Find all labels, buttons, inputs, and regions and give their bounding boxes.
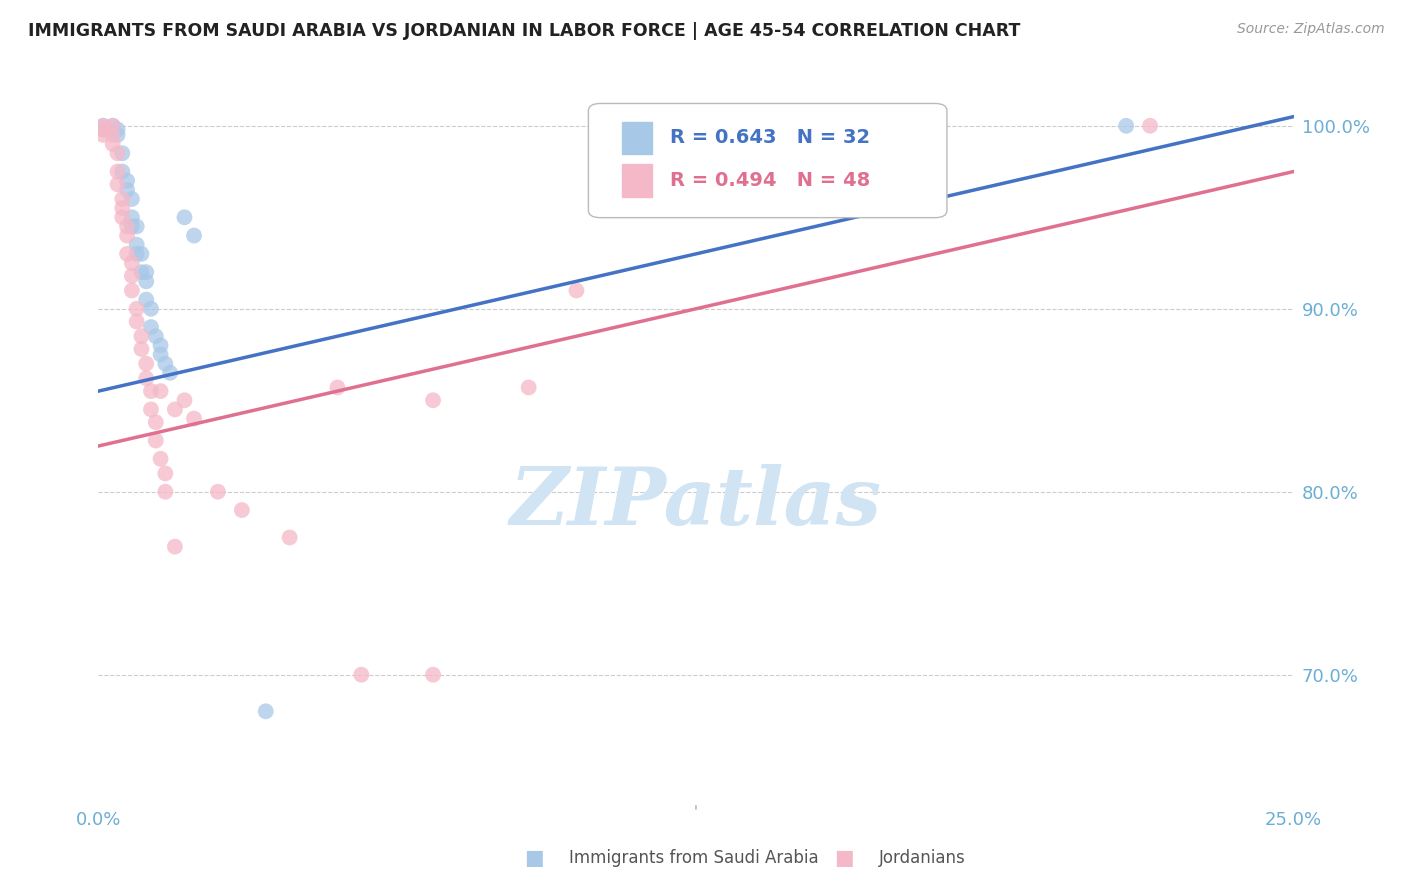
Point <box>1139 119 1161 133</box>
Text: R = 0.643   N = 32: R = 0.643 N = 32 <box>669 128 870 147</box>
FancyBboxPatch shape <box>588 103 948 218</box>
Point <box>155 357 177 371</box>
Point <box>149 384 172 398</box>
Point <box>101 119 124 133</box>
Point <box>111 201 134 215</box>
Point <box>131 247 153 261</box>
Point <box>101 128 124 142</box>
Point <box>139 301 162 316</box>
Point <box>231 503 253 517</box>
Point <box>121 211 143 225</box>
Point <box>565 284 588 298</box>
Point <box>115 183 138 197</box>
Point <box>111 211 134 225</box>
Point <box>125 301 148 316</box>
Bar <box>621 121 652 153</box>
Point <box>924 119 946 133</box>
Text: ■: ■ <box>524 848 544 868</box>
Point <box>131 329 153 343</box>
Point <box>125 315 148 329</box>
Point <box>517 380 540 394</box>
Point <box>1115 119 1137 133</box>
Point <box>107 164 129 178</box>
Point <box>183 411 205 425</box>
Point <box>183 228 205 243</box>
Point <box>111 192 134 206</box>
Text: IMMIGRANTS FROM SAUDI ARABIA VS JORDANIAN IN LABOR FORCE | AGE 45-54 CORRELATION: IMMIGRANTS FROM SAUDI ARABIA VS JORDANIA… <box>28 22 1021 40</box>
Point <box>173 393 195 408</box>
Point <box>125 237 148 252</box>
Point <box>145 434 167 448</box>
Point <box>149 451 172 466</box>
Point <box>107 178 129 192</box>
Point <box>107 146 129 161</box>
Text: Source: ZipAtlas.com: Source: ZipAtlas.com <box>1237 22 1385 37</box>
Point <box>139 402 162 417</box>
Point <box>135 293 157 307</box>
Point <box>155 484 177 499</box>
Point <box>139 320 162 334</box>
Point <box>131 265 153 279</box>
Point <box>107 122 129 136</box>
Point <box>125 247 148 261</box>
Point <box>115 219 138 234</box>
Point <box>121 192 143 206</box>
Point <box>121 219 143 234</box>
Point <box>422 667 444 681</box>
Point <box>350 667 373 681</box>
Text: Jordanians: Jordanians <box>879 849 966 867</box>
Point <box>173 211 195 225</box>
Point <box>278 531 301 545</box>
Point <box>115 247 138 261</box>
Point <box>91 122 114 136</box>
Point <box>91 119 114 133</box>
Point <box>115 174 138 188</box>
Point <box>135 265 157 279</box>
Point <box>149 338 172 352</box>
Point <box>828 119 851 133</box>
Point <box>135 371 157 385</box>
Point <box>121 268 143 283</box>
Point <box>101 119 124 133</box>
Point <box>145 415 167 429</box>
Point <box>111 164 134 178</box>
Point <box>135 357 157 371</box>
Point <box>326 380 349 394</box>
Point <box>121 256 143 270</box>
Text: R = 0.494   N = 48: R = 0.494 N = 48 <box>669 171 870 190</box>
Bar <box>621 164 652 196</box>
Point <box>159 366 181 380</box>
Point <box>91 128 114 142</box>
Point <box>115 228 138 243</box>
Point <box>131 342 153 356</box>
Point <box>107 128 129 142</box>
Point <box>254 704 277 718</box>
Point <box>139 384 162 398</box>
Point <box>207 484 229 499</box>
Point <box>125 219 148 234</box>
Point <box>145 329 167 343</box>
Point <box>163 540 186 554</box>
Point <box>149 347 172 361</box>
Point <box>111 146 134 161</box>
Text: ■: ■ <box>834 848 853 868</box>
Point <box>91 119 114 133</box>
Point <box>163 402 186 417</box>
Point <box>121 284 143 298</box>
Point <box>155 467 177 481</box>
Point <box>91 122 114 136</box>
Point <box>101 137 124 152</box>
Text: ZIPatlas: ZIPatlas <box>510 465 882 541</box>
Point <box>422 393 444 408</box>
Point <box>135 274 157 288</box>
Text: Immigrants from Saudi Arabia: Immigrants from Saudi Arabia <box>569 849 820 867</box>
